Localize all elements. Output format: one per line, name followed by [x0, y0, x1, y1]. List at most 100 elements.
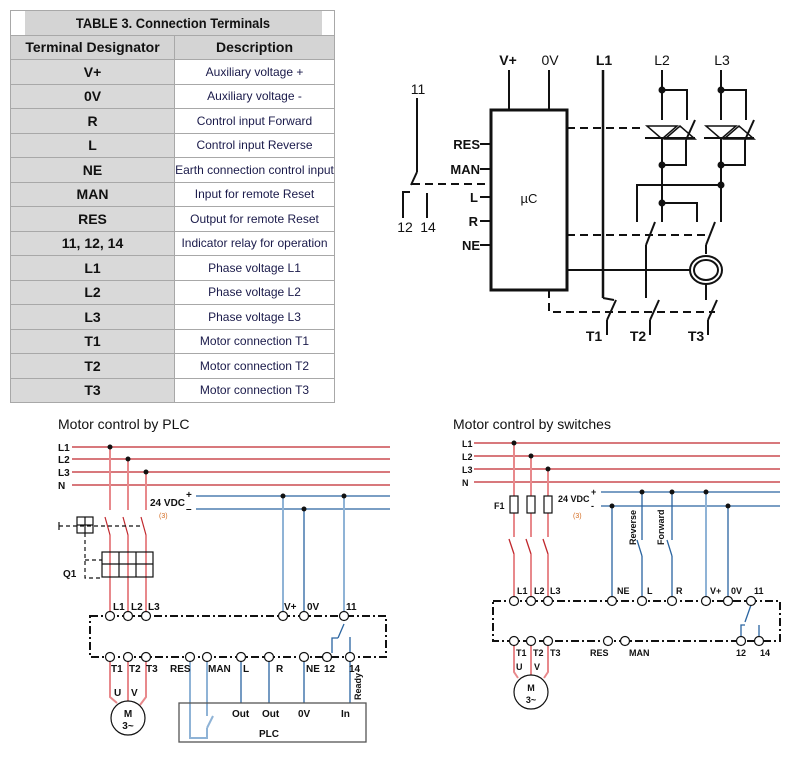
table-row: T3 Motor connection T3 — [10, 377, 335, 403]
label-man: MAN — [450, 162, 480, 177]
table-row: 0V Auxiliary voltage - — [10, 83, 335, 109]
terminal-l1: L1 — [517, 586, 528, 596]
switch-diagram-title: Motor control by switches — [453, 416, 611, 432]
table-row: NE Earth connection control input — [10, 157, 335, 183]
plc-label: PLC — [259, 729, 279, 740]
terminal-ne: NE — [617, 586, 630, 596]
terminal-0v: 0V — [307, 602, 320, 613]
terminal-description: Phase voltage L2 — [174, 279, 335, 305]
table-row: RES Output for remote Reset — [10, 206, 335, 232]
motor-v: V — [534, 662, 540, 672]
terminal-designator: RES — [10, 206, 175, 232]
label-l2: L2 — [654, 52, 670, 68]
terminal-description: Auxiliary voltage - — [174, 83, 335, 109]
dc-label: 24 VDC — [558, 494, 590, 504]
terminal-description: Auxiliary voltage + — [174, 59, 335, 85]
motor-v: V — [131, 688, 138, 699]
reverse-switch-label: Reverse — [628, 510, 638, 545]
terminal-t3: T3 — [146, 664, 158, 675]
terminal-l: L — [243, 664, 249, 675]
forward-switch-label: Forward — [656, 509, 666, 545]
breaker-label: Q1 — [63, 569, 77, 580]
label-l: L — [470, 190, 478, 205]
terminal-t3: T3 — [550, 648, 561, 658]
terminal-12: 12 — [736, 648, 746, 658]
plc-port-out2: Out — [262, 709, 280, 720]
label-l1: L1 — [596, 52, 613, 68]
ready-label: Ready — [353, 673, 363, 700]
motor-m: M — [527, 683, 535, 693]
terminal-designator: T1 — [10, 328, 175, 354]
terminal-description: Motor connection T1 — [174, 328, 335, 354]
label-t1: T1 — [586, 328, 603, 344]
terminal-designator: R — [10, 108, 175, 134]
motor-symbol — [110, 700, 146, 736]
fuse-label: F1 — [494, 501, 505, 511]
terminal-l2: L2 — [131, 602, 143, 613]
terminal-designator: V+ — [10, 59, 175, 85]
dc-plus: + — [186, 490, 192, 501]
terminal-designator: L1 — [10, 255, 175, 281]
terminal-designator: 11, 12, 14 — [10, 230, 175, 256]
table-title: TABLE 3. Connection Terminals — [22, 10, 323, 36]
device-outline — [492, 600, 781, 642]
terminal-vplus: V+ — [710, 586, 721, 596]
rail-l3: L3 — [58, 468, 70, 479]
terminal-r: R — [276, 664, 284, 675]
terminal-description: Input for remote Reset — [174, 181, 335, 207]
motor-u: U — [516, 662, 523, 672]
label-vplus: V+ — [499, 52, 517, 68]
rail-n: N — [462, 478, 469, 488]
terminal-11: 11 — [346, 602, 357, 613]
plc-port-0v: 0V — [298, 709, 311, 720]
terminal-0v: 0V — [731, 586, 742, 596]
motor-m: M — [124, 709, 132, 720]
terminal-11: 11 — [754, 586, 764, 596]
label-t2: T2 — [630, 328, 647, 344]
plc-box — [178, 702, 367, 743]
terminal-l3: L3 — [550, 586, 561, 596]
terminal-l1: L1 — [113, 602, 125, 613]
terminal-description: Phase voltage L3 — [174, 304, 335, 330]
terminal-designator: T2 — [10, 353, 175, 379]
terminal-description: Control input Reverse — [174, 132, 335, 158]
motor-3phase: 3~ — [122, 721, 134, 732]
label-12: 12 — [397, 219, 413, 235]
table-row: L2 Phase voltage L2 — [10, 279, 335, 305]
terminal-designator: L3 — [10, 304, 175, 330]
table-row: L3 Phase voltage L3 — [10, 304, 335, 330]
terminal-l3: L3 — [148, 602, 160, 613]
dc-plus: + — [591, 487, 596, 497]
label-r: R — [469, 214, 479, 229]
terminal-description: Output for remote Reset — [174, 206, 335, 232]
dc-minus: – — [186, 504, 192, 515]
terminal-t2: T2 — [129, 664, 141, 675]
motor-3phase: 3~ — [526, 695, 536, 705]
terminal-t1: T1 — [516, 648, 527, 658]
label-14: 14 — [420, 219, 436, 235]
table-row: T1 Motor connection T1 — [10, 328, 335, 354]
motor-symbol — [513, 674, 549, 710]
rail-l2: L2 — [462, 452, 473, 462]
rail-l1: L1 — [58, 443, 70, 454]
note-ref: (3) — [573, 513, 582, 520]
terminal-l2: L2 — [534, 586, 545, 596]
plc-port-out1: Out — [232, 709, 250, 720]
terminal-man: MAN — [208, 664, 231, 675]
terminal-description: Phase voltage L1 — [174, 255, 335, 281]
microcontroller-box — [489, 108, 569, 292]
plc-diagram-title: Motor control by PLC — [58, 416, 190, 432]
table-row: L1 Phase voltage L1 — [10, 255, 335, 281]
controller-label: µC — [521, 191, 538, 206]
label-0v: 0V — [541, 52, 559, 68]
terminal-designator: 0V — [10, 83, 175, 109]
rail-n: N — [58, 481, 65, 492]
label-res: RES — [453, 137, 480, 152]
note-ref: (3) — [159, 513, 168, 520]
rail-l1: L1 — [462, 439, 473, 449]
terminal-t2: T2 — [533, 648, 544, 658]
label-ne: NE — [462, 238, 480, 253]
